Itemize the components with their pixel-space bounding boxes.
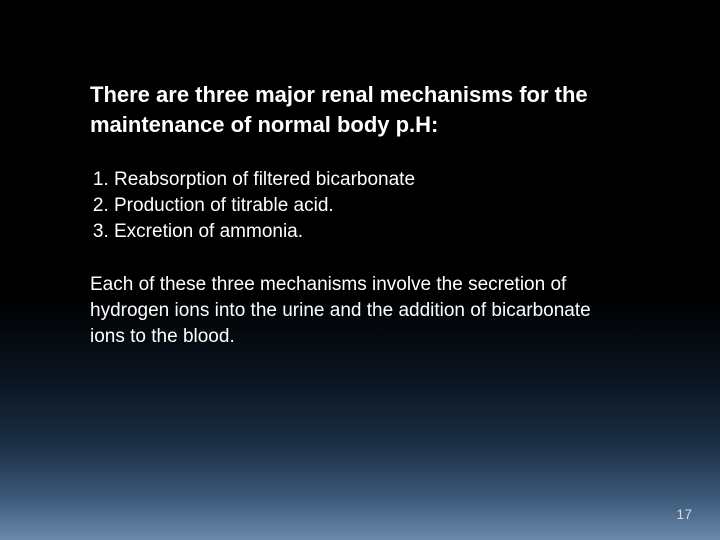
- mechanism-list: Reabsorption of filtered bicarbonate Pro…: [90, 167, 630, 244]
- slide-paragraph: Each of these three mechanisms involve t…: [90, 272, 630, 349]
- page-number: 17: [676, 506, 692, 522]
- list-item: Excretion of ammonia.: [114, 219, 630, 245]
- list-item: Reabsorption of filtered bicarbonate: [114, 167, 630, 193]
- slide: There are three major renal mechanisms f…: [0, 0, 720, 540]
- list-item: Production of titrable acid.: [114, 193, 630, 219]
- slide-title: There are three major renal mechanisms f…: [90, 80, 630, 139]
